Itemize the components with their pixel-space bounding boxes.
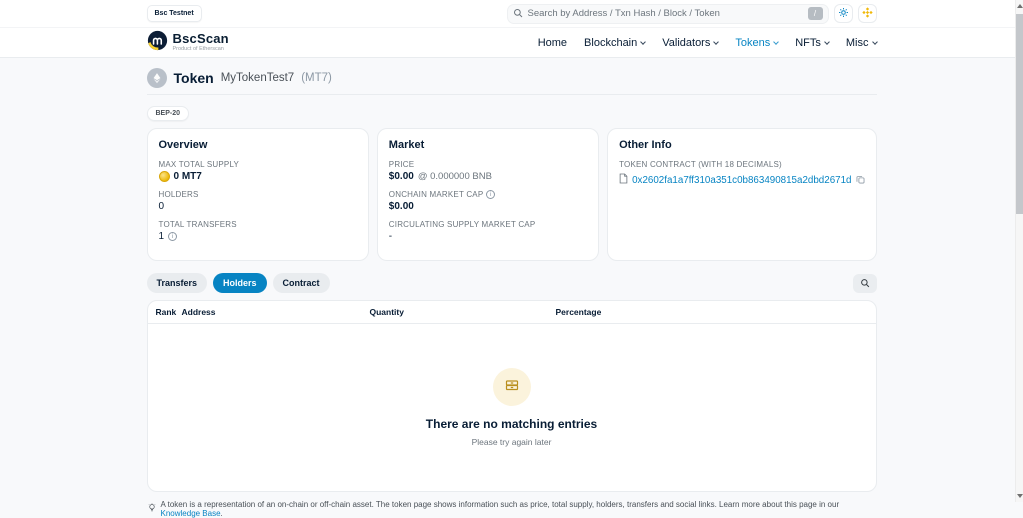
summary-cards: Overview MAX TOTAL SUPPLY 0 MT7 HOLDERS … xyxy=(146,128,877,261)
bnb-icon xyxy=(861,6,873,21)
network-badge[interactable]: Bsc Testnet xyxy=(146,5,202,22)
document-icon xyxy=(619,171,628,189)
vertical-scrollbar[interactable] xyxy=(1015,0,1023,502)
chevron-down-icon xyxy=(871,38,878,45)
scroll-down-arrow[interactable] xyxy=(1017,494,1023,498)
network-switch-button[interactable] xyxy=(857,4,877,23)
token-title-row: Token MyTokenTest7 (MT7) xyxy=(146,58,877,89)
nav-item-home[interactable]: Home xyxy=(537,36,568,49)
main-content: Token MyTokenTest7 (MT7) BEP-20 Overview… xyxy=(146,58,877,518)
token-avatar xyxy=(146,68,167,88)
info-icon[interactable]: i xyxy=(486,190,496,199)
price-label: PRICE xyxy=(388,160,415,169)
overview-card: Overview MAX TOTAL SUPPLY 0 MT7 HOLDERS … xyxy=(146,128,369,261)
holders-value: 0 xyxy=(158,201,165,212)
tab-holders[interactable]: Holders xyxy=(213,273,267,293)
total-transfers-label: TOTAL TRANSFERS xyxy=(158,220,237,229)
empty-state-title: There are no matching entries xyxy=(425,417,598,431)
table-search-button[interactable] xyxy=(852,273,877,293)
search-icon xyxy=(860,276,870,291)
other-info-card-title: Other Info xyxy=(619,139,672,151)
slash-shortcut-key: / xyxy=(807,7,823,20)
token-name: MyTokenTest7 xyxy=(220,72,295,84)
empty-state-subtitle: Please try again later xyxy=(471,437,552,447)
nav-item-misc[interactable]: Misc xyxy=(846,37,878,49)
tabs-row: Transfers Holders Contract xyxy=(146,273,877,293)
scrollbar-thumb[interactable] xyxy=(1016,14,1023,214)
search-group: / xyxy=(506,3,877,24)
token-contract-address-link[interactable]: 0x2602fa1a7ff310a351c0b863490815a2dbd267… xyxy=(632,174,852,186)
onchain-cap-value: $0.00 xyxy=(388,201,414,212)
nav-item-nfts[interactable]: NFTs xyxy=(795,37,830,49)
column-header-percentage: Percentage xyxy=(555,307,602,317)
chevron-down-icon xyxy=(713,38,720,45)
brand-name: BscScan xyxy=(172,31,229,47)
circulating-cap-value: - xyxy=(388,231,393,242)
lightbulb-icon xyxy=(147,503,157,515)
brand-subtitle: Product of Etherscan xyxy=(172,46,224,53)
search-input[interactable] xyxy=(527,8,803,19)
top-bar: Bsc Testnet / xyxy=(0,0,1023,28)
theme-toggle-button[interactable] xyxy=(833,4,853,23)
gold-coin-icon xyxy=(158,171,170,182)
total-transfers-value: 1 xyxy=(158,231,165,242)
price-bnb-value: @ 0.000000 BNB xyxy=(417,171,492,182)
token-standard-badge: BEP-20 xyxy=(146,106,190,121)
tab-contract[interactable]: Contract xyxy=(272,273,330,293)
table-header-row: Rank Address Quantity Percentage xyxy=(147,301,876,324)
bscscan-logo[interactable]: BscScan Product of Etherscan xyxy=(147,30,229,56)
token-symbol: (MT7) xyxy=(301,72,332,84)
empty-drawer-icon xyxy=(504,377,520,398)
footer-suffix: . xyxy=(220,509,223,518)
page-title: Token xyxy=(173,70,214,86)
search-icon xyxy=(513,5,523,23)
overview-card-title: Overview xyxy=(158,139,208,151)
main-nav: Home Blockchain Validators Tokens NFTs M… xyxy=(537,36,878,49)
search-bar[interactable]: / xyxy=(506,3,829,24)
chevron-down-icon xyxy=(824,38,830,45)
column-header-rank: Rank xyxy=(155,307,177,317)
holders-label: HOLDERS xyxy=(158,190,199,199)
empty-state: There are no matching entries Please try… xyxy=(148,324,876,491)
main-navbar: BscScan Product of Etherscan Home Blockc… xyxy=(0,28,1023,58)
chevron-down-icon xyxy=(773,38,780,45)
page-footer-note: A token is a representation of an on-cha… xyxy=(147,500,877,518)
nav-item-tokens[interactable]: Tokens xyxy=(735,37,780,49)
column-header-quantity: Quantity xyxy=(369,307,404,317)
bscscan-logo-icon xyxy=(147,30,168,56)
footer-text: A token is a representation of an on-cha… xyxy=(160,500,840,509)
chevron-down-icon xyxy=(640,38,647,45)
token-contract-label: TOKEN CONTRACT (WITH 18 DECIMALS) xyxy=(619,160,782,169)
nav-item-blockchain[interactable]: Blockchain xyxy=(584,37,647,49)
price-value: $0.00 xyxy=(388,171,414,182)
max-total-supply-value: 0 MT7 xyxy=(173,171,202,182)
nav-item-validators[interactable]: Validators xyxy=(662,37,720,49)
copy-icon[interactable] xyxy=(856,171,865,189)
column-header-address: Address xyxy=(181,307,216,317)
other-info-card: Other Info TOKEN CONTRACT (WITH 18 DECIM… xyxy=(607,128,877,261)
max-total-supply-label: MAX TOTAL SUPPLY xyxy=(158,160,240,169)
scroll-up-arrow[interactable] xyxy=(1017,4,1023,8)
tab-transfers[interactable]: Transfers xyxy=(146,273,208,293)
market-card: Market PRICE $0.00 @ 0.000000 BNB ONCHAI… xyxy=(376,128,600,261)
market-card-title: Market xyxy=(388,139,425,151)
onchain-cap-label: ONCHAIN MARKET CAP xyxy=(388,190,484,199)
circulating-cap-label: CIRCULATING SUPPLY MARKET CAP xyxy=(388,220,536,229)
empty-state-icon-circle xyxy=(492,368,531,406)
sun-icon xyxy=(838,6,849,21)
divider xyxy=(146,94,877,95)
knowledge-base-link[interactable]: Knowledge Base xyxy=(160,509,221,518)
holders-table-card: Rank Address Quantity Percentage There a… xyxy=(146,300,877,492)
info-icon[interactable]: i xyxy=(168,232,178,241)
